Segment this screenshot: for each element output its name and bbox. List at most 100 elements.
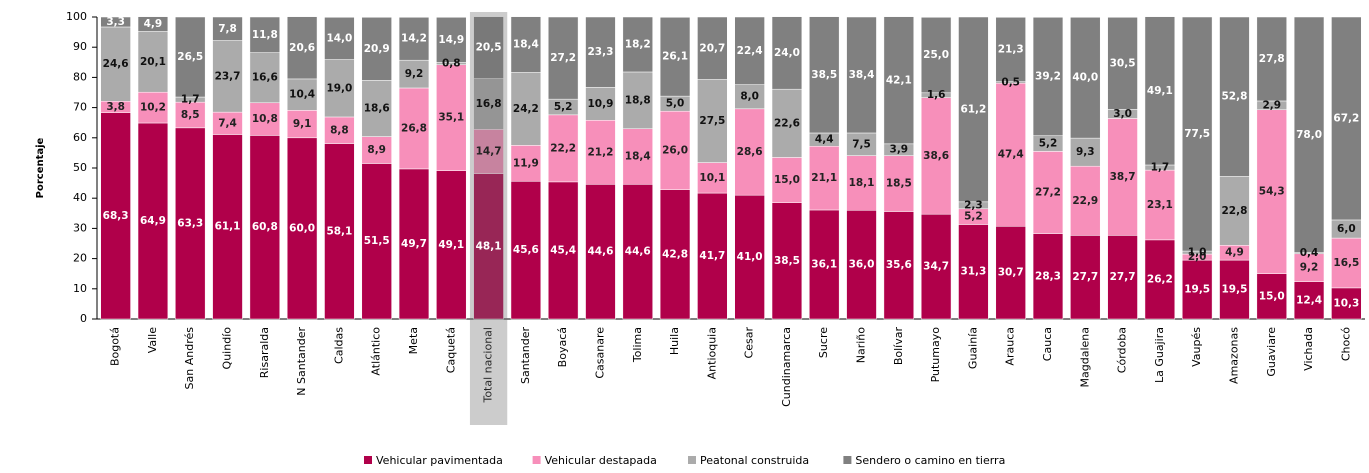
data-label: 27,2 (550, 52, 576, 64)
bar-segment (585, 120, 616, 185)
bar-segment (249, 52, 280, 104)
bar-segment (771, 88, 803, 158)
y-axis-label: Porcentaje (35, 137, 46, 198)
data-label: 26,0 (662, 144, 688, 156)
x-tick-label: San Andrés (183, 327, 196, 390)
x-tick-label: Nariño (855, 327, 868, 364)
x-tick-label: Cauca (1041, 327, 1054, 361)
bar-segment (249, 102, 280, 136)
data-label: 35,6 (886, 259, 912, 271)
data-label: 41,0 (737, 251, 763, 263)
data-label: 30,7 (998, 267, 1024, 279)
bar-segment (1032, 17, 1064, 136)
data-label: 22,4 (737, 45, 763, 57)
bar-segment (548, 181, 579, 320)
data-label: 4,4 (815, 134, 834, 146)
bar-segment (1070, 17, 1101, 139)
bar-segment (361, 80, 392, 137)
x-tick-label: Valle (146, 327, 159, 354)
data-label: 22,6 (774, 117, 800, 129)
bar-segment (1256, 109, 1287, 274)
data-label: 49,7 (401, 238, 427, 250)
bar-segment (1331, 287, 1362, 320)
data-label: 31,3 (960, 266, 986, 278)
data-label: 14,9 (438, 34, 464, 46)
data-label: 58,1 (326, 225, 352, 237)
data-label: 20,7 (699, 42, 725, 54)
data-label: 11,9 (513, 157, 539, 169)
legend-swatch (843, 456, 852, 464)
data-label: 27,7 (1110, 271, 1136, 283)
data-label: 38,6 (923, 150, 949, 162)
bar-segment (920, 17, 952, 94)
x-tick-label: Vaupés (1190, 327, 1203, 367)
x-tick-label: La Guajira (1153, 327, 1166, 383)
data-label: 28,3 (1035, 270, 1061, 282)
bar-segment (286, 78, 318, 111)
bar-segment (734, 194, 765, 320)
bar-segment (1070, 137, 1101, 167)
data-label: 60,0 (289, 222, 315, 234)
bar-segment (361, 17, 392, 81)
data-label: 9,3 (1076, 146, 1095, 158)
bar-segment (361, 136, 392, 164)
data-label: 27,2 (1035, 186, 1061, 198)
data-label: 3,3 (106, 16, 125, 28)
data-label: 22,9 (1072, 195, 1098, 207)
legend-label: Sendero o camino en tierra (855, 454, 1005, 467)
data-label: 1,7 (1151, 162, 1170, 174)
data-label: 18,5 (886, 178, 912, 190)
data-label: 5,2 (1039, 138, 1058, 150)
data-label: 11,8 (252, 29, 278, 41)
data-label: 0,5 (1001, 76, 1020, 88)
data-label: 10,3 (1333, 297, 1359, 309)
data-label: 23,3 (588, 46, 614, 58)
data-label: 9,2 (405, 68, 424, 80)
data-label: 18,1 (849, 177, 875, 189)
bar-segment (995, 17, 1026, 82)
data-label: 27,7 (1072, 271, 1098, 283)
data-label: 2,0 (1188, 251, 1207, 263)
bar-segment (1293, 16, 1325, 253)
data-label: 20,5 (476, 42, 502, 54)
x-tick-label: Guaviare (1265, 327, 1278, 377)
bar-segment (585, 184, 616, 320)
data-label: 68,3 (103, 210, 129, 222)
data-label: 51,5 (364, 235, 390, 247)
data-label: 14,2 (401, 33, 427, 45)
data-label: 64,9 (140, 215, 166, 227)
bar-segment (398, 59, 430, 89)
bar-segment (1070, 235, 1101, 320)
x-tick-label: Cesar (743, 327, 756, 359)
data-label: 2,3 (964, 199, 983, 211)
data-label: 19,0 (326, 82, 352, 94)
data-label: 14,7 (476, 146, 502, 158)
data-label: 77,5 (1184, 128, 1210, 140)
data-label: 30,5 (1110, 57, 1136, 69)
bar-segment (697, 192, 728, 320)
bar-segment (212, 16, 243, 41)
x-tick-label: Caquetá (444, 327, 457, 373)
data-label: 38,7 (1110, 171, 1136, 183)
data-label: 22,8 (1222, 205, 1248, 217)
bar-segment (920, 97, 952, 215)
bar-segment (771, 16, 803, 90)
data-label: 27,8 (1259, 53, 1285, 65)
data-label: 28,6 (737, 146, 763, 158)
x-tick-label: N Santander (295, 327, 308, 396)
bar-segment (659, 17, 691, 97)
bar-segment (622, 16, 653, 73)
x-tick-label: Sucre (817, 327, 830, 358)
x-tick-label: Casanare (593, 327, 606, 379)
data-label: 16,6 (252, 72, 278, 84)
bar-segment (846, 16, 877, 134)
data-label: 78,0 (1296, 129, 1322, 141)
y-tick-label: 50 (73, 161, 87, 174)
legend-label: Peatonal construida (700, 454, 809, 467)
bar-segment (137, 91, 169, 124)
x-tick-label: Córdoba (1116, 327, 1129, 373)
data-label: 6,0 (1337, 223, 1356, 235)
data-label: 21,3 (998, 43, 1024, 55)
data-label: 1,6 (927, 89, 946, 101)
